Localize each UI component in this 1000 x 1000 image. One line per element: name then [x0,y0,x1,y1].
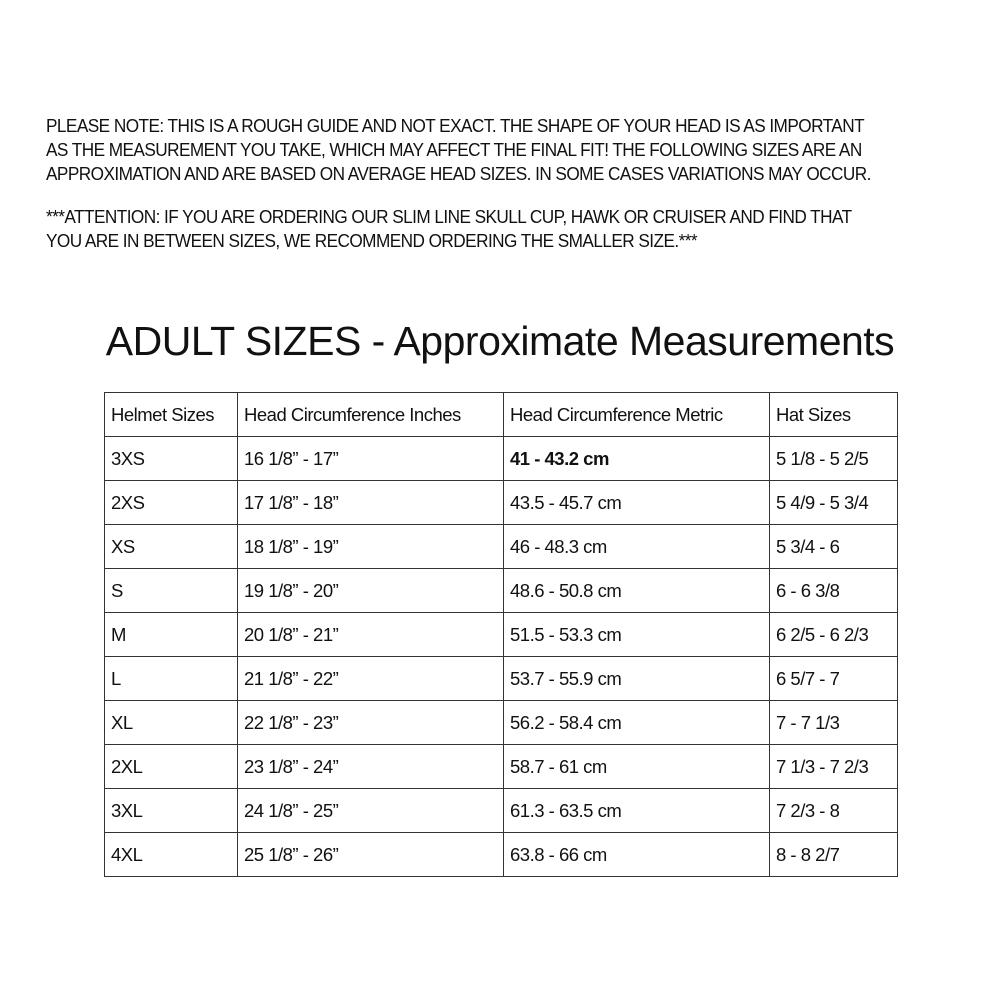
hat-size-cell: 7 1/3 - 7 2/3 [769,744,898,789]
size-chart-table: Helmet Sizes Head Circumference Inches H… [104,392,898,877]
table-header-row: Helmet Sizes Head Circumference Inches H… [104,392,898,437]
metric-cell: 56.2 - 58.4 cm [503,700,770,745]
table-row: 4XL 25 1/8” - 26” 63.8 - 66 cm 8 - 8 2/7 [104,832,898,877]
hat-size-cell: 6 - 6 3/8 [769,568,898,613]
helmet-size-cell: 2XL [104,744,238,789]
attention-line: ***ATTENTION: IF YOU ARE ORDERING OUR SL… [46,206,852,227]
metric-cell: 63.8 - 66 cm [503,832,770,877]
hat-size-cell: 7 - 7 1/3 [769,700,898,745]
metric-cell: 58.7 - 61 cm [503,744,770,789]
metric-cell: 51.5 - 53.3 cm [503,612,770,657]
disclaimer-line: PLEASE NOTE: THIS IS A ROUGH GUIDE AND N… [46,115,865,136]
disclaimer-line: AS THE MEASUREMENT YOU TAKE, WHICH MAY A… [46,139,862,160]
header-helmet-sizes: Helmet Sizes [104,392,238,437]
table-row: XL 22 1/8” - 23” 56.2 - 58.4 cm 7 - 7 1/3 [104,700,898,745]
hat-size-cell: 5 4/9 - 5 3/4 [769,480,898,525]
metric-cell: 43.5 - 45.7 cm [503,480,770,525]
helmet-size-cell: 4XL [104,832,238,877]
metric-cell: 61.3 - 63.5 cm [503,788,770,833]
table-row: M 20 1/8” - 21” 51.5 - 53.3 cm 6 2/5 - 6 2/… [104,612,898,657]
helmet-size-cell: 2XS [104,480,238,525]
hat-size-cell: 6 5/7 - 7 [769,656,898,701]
hat-size-cell: 6 2/5 - 6 2/3 [769,612,898,657]
inches-cell: 18 1/8” - 19” [237,524,504,569]
helmet-size-cell: XS [104,524,238,569]
hat-size-cell: 5 1/8 - 5 2/5 [769,436,898,481]
inches-cell: 19 1/8” - 20” [237,568,504,613]
table-row: 3XS 16 1/8” - 17” 41 - 43.2 cm 5 1/8 - 5 2/… [104,436,898,481]
inches-cell: 16 1/8” - 17” [237,436,504,481]
inches-cell: 17 1/8” - 18” [237,480,504,525]
attention-line: YOU ARE IN BETWEEN SIZES, WE RECOMMEND O… [46,230,698,251]
inches-cell: 25 1/8” - 26” [237,832,504,877]
header-metric: Head Circumference Metric [503,392,770,437]
table-row: 3XL 24 1/8” - 25” 61.3 - 63.5 cm 7 2/3 - 8 [104,788,898,833]
hat-size-cell: 5 3/4 - 6 [769,524,898,569]
inches-cell: 20 1/8” - 21” [237,612,504,657]
page-title: ADULT SIZES - Approximate Measurements [105,318,895,364]
table-row: 2XS 17 1/8” - 18” 43.5 - 45.7 cm 5 4/9 - 5 … [104,480,898,525]
header-hat-sizes: Hat Sizes [769,392,898,437]
helmet-size-cell: 3XS [104,436,238,481]
table-row: XS 18 1/8” - 19” 46 - 48.3 cm 5 3/4 - 6 [104,524,898,569]
header-inches: Head Circumference Inches [237,392,504,437]
metric-cell: 48.6 - 50.8 cm [503,568,770,613]
table-row: 2XL 23 1/8” - 24” 58.7 - 61 cm 7 1/3 - 7 2/… [104,744,898,789]
metric-cell: 53.7 - 55.9 cm [503,656,770,701]
helmet-size-cell: S [104,568,238,613]
inches-cell: 22 1/8” - 23” [237,700,504,745]
fit-disclaimer: PLEASE NOTE: THIS IS A ROUGH GUIDE AND N… [46,114,911,186]
attention-note: ***ATTENTION: IF YOU ARE ORDERING OUR SL… [46,205,911,253]
disclaimer-line: APPROXIMATION AND ARE BASED ON AVERAGE H… [46,163,871,184]
helmet-size-cell: 3XL [104,788,238,833]
table-row: L 21 1/8” - 22” 53.7 - 55.9 cm 6 5/7 - 7 [104,656,898,701]
metric-cell: 46 - 48.3 cm [503,524,770,569]
helmet-size-cell: L [104,656,238,701]
hat-size-cell: 7 2/3 - 8 [769,788,898,833]
metric-cell: 41 - 43.2 cm [503,436,770,481]
table-row: S 19 1/8” - 20” 48.6 - 50.8 cm 6 - 6 3/8 [104,568,898,613]
inches-cell: 23 1/8” - 24” [237,744,504,789]
inches-cell: 24 1/8” - 25” [237,788,504,833]
helmet-size-cell: XL [104,700,238,745]
inches-cell: 21 1/8” - 22” [237,656,504,701]
helmet-size-cell: M [104,612,238,657]
hat-size-cell: 8 - 8 2/7 [769,832,898,877]
